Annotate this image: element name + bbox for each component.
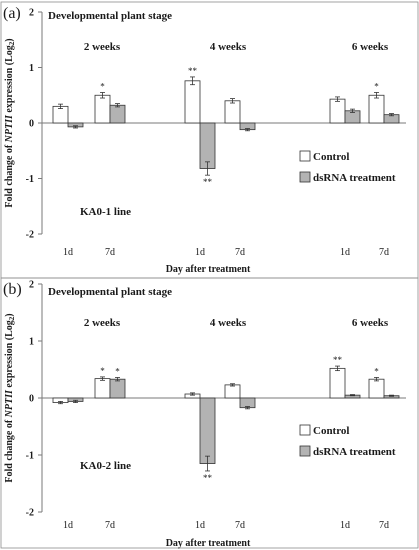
- y-tick-label: -2: [26, 508, 34, 519]
- bar: [329, 367, 346, 399]
- x-tick-label: 1d: [63, 520, 73, 531]
- x-tick-label: 1d: [195, 247, 205, 258]
- x-axis-title: Day after treatment: [166, 538, 251, 549]
- chart-title: Developmental plant stage: [48, 286, 172, 298]
- group-label: 6 weeks: [352, 317, 389, 329]
- significance-mark: **: [188, 66, 198, 76]
- y-axis-title-part: ): [4, 38, 15, 41]
- y-axis-title: Fold change of NPTII expression (Log2): [4, 38, 16, 207]
- y-tick-label: 0: [29, 119, 34, 130]
- y-axis-title-part: ): [4, 313, 15, 316]
- legend-swatch: [299, 424, 311, 436]
- legend-label: dsRNA treatment: [313, 446, 396, 458]
- significance-mark: *: [100, 366, 105, 376]
- y-axis-title-sub: 2: [8, 316, 16, 320]
- panel-frame: [0, 277, 419, 549]
- group-label: 4 weeks: [210, 41, 247, 53]
- x-tick-label: 7d: [379, 247, 389, 258]
- x-axis-title: Day after treatment: [166, 264, 251, 275]
- bar: [224, 384, 241, 399]
- significance-mark: **: [333, 355, 343, 365]
- significance-mark: *: [374, 366, 379, 376]
- legend-label: Control: [313, 425, 349, 437]
- y-tick-label: 1: [29, 337, 34, 348]
- x-tick-label: 7d: [105, 247, 115, 258]
- bar: [109, 104, 126, 124]
- x-tick-label: 1d: [340, 520, 350, 531]
- significance-mark: *: [100, 81, 105, 91]
- y-tick-label: 2: [29, 8, 34, 19]
- line-label: KA0-2 line: [80, 460, 131, 472]
- y-axis-title: Fold change of NPTII expression (Log2): [4, 313, 16, 482]
- x-tick-label: 7d: [235, 247, 245, 258]
- y-axis-title-gene: NPTII: [4, 389, 15, 418]
- legend-swatch: [299, 150, 311, 162]
- y-axis-title-gene: NPTII: [4, 114, 15, 143]
- y-tick-label: -1: [26, 451, 34, 462]
- y-tick-label: -2: [26, 230, 34, 241]
- panel-label: (a): [3, 5, 21, 22]
- group-label: 2 weeks: [84, 317, 121, 329]
- group-label: 6 weeks: [352, 41, 389, 53]
- y-axis-title-sub: 2: [8, 41, 16, 45]
- y-axis-title-part: expression (Log: [4, 320, 15, 390]
- bar: [329, 98, 346, 124]
- legend-label: dsRNA treatment: [313, 172, 396, 184]
- x-tick-label: 7d: [379, 520, 389, 531]
- bar: [109, 378, 126, 399]
- bar: [368, 378, 385, 399]
- legend-swatch: [299, 445, 311, 457]
- bar: [184, 80, 201, 124]
- line-label: KA0-1 line: [80, 206, 131, 218]
- chart-panel-2: (b) Developmental plant stage 2 weeks 4 wee…: [0, 277, 419, 549]
- bar: [94, 94, 111, 124]
- y-tick-label: -1: [26, 174, 34, 185]
- y-axis-title-part: Fold change of: [4, 142, 15, 207]
- significance-mark: **: [203, 473, 213, 483]
- y-tick-label: 0: [29, 394, 34, 405]
- y-axis-title-part: expression (Log: [4, 45, 15, 115]
- legend-swatch: [299, 171, 311, 183]
- group-label: 4 weeks: [210, 317, 247, 329]
- x-tick-label: 1d: [340, 247, 350, 258]
- y-tick-label: 1: [29, 63, 34, 74]
- significance-mark: **: [203, 177, 213, 187]
- y-axis-title-part: Fold change of: [4, 417, 15, 482]
- bar: [94, 378, 111, 399]
- x-tick-label: 7d: [105, 520, 115, 531]
- chart-panel-1: (a) Developmental plant stage 2 weeks 4 wee…: [0, 1, 419, 279]
- y-tick-label: 2: [29, 280, 34, 291]
- significance-mark: *: [115, 366, 120, 376]
- bar: [368, 94, 385, 124]
- significance-mark: *: [374, 81, 379, 91]
- x-tick-label: 7d: [235, 520, 245, 531]
- chart-title: Developmental plant stage: [48, 10, 172, 22]
- x-tick-label: 1d: [63, 247, 73, 258]
- x-tick-label: 1d: [195, 520, 205, 531]
- bar: [199, 397, 216, 464]
- legend-label: Control: [313, 151, 349, 163]
- panel-label: (b): [3, 281, 22, 298]
- group-label: 2 weeks: [84, 41, 121, 53]
- bar: [224, 100, 241, 124]
